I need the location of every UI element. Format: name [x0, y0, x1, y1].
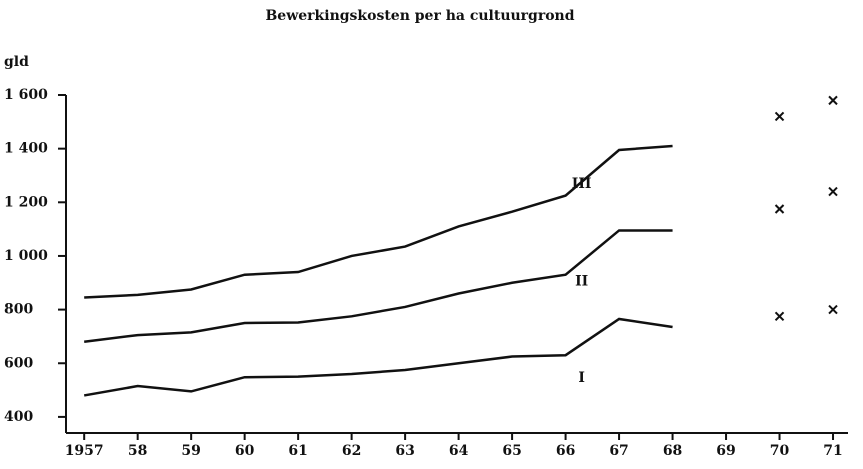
cross-marker — [774, 311, 785, 322]
x-tick-label: 70 — [770, 443, 790, 459]
y-tick-label: 1 400 — [4, 141, 48, 157]
cross-marker — [828, 186, 838, 197]
cross-marker — [828, 95, 838, 106]
x-tick-label: 61 — [288, 443, 307, 459]
x-tick-label: 66 — [556, 443, 575, 459]
y-tick-label: 800 — [4, 302, 33, 318]
y-tick-label: 600 — [4, 355, 33, 371]
cross-stroke — [774, 111, 785, 122]
x-tick-label: 63 — [395, 443, 414, 459]
x-tick-label: 1957 — [65, 443, 104, 459]
cross-marker — [828, 304, 838, 315]
x-tick-label: 62 — [342, 443, 361, 459]
series-line — [84, 229, 673, 344]
cross-stroke — [828, 95, 838, 106]
cross-stroke — [774, 204, 785, 214]
x-tick-label: 59 — [181, 443, 200, 459]
chart-title: Bewerkingskosten per ha cultuurgrond — [265, 8, 574, 24]
cross-stroke — [828, 186, 838, 197]
series-line — [83, 317, 673, 397]
y-tick-label: 1 000 — [4, 248, 48, 264]
x-tick-label: 67 — [609, 443, 628, 459]
series-label: I — [578, 370, 585, 386]
x-tick-label: 65 — [502, 443, 521, 459]
cross-stroke — [828, 304, 838, 315]
cross-marker — [774, 204, 785, 214]
x-tick-label: 60 — [235, 443, 255, 459]
y-tick-label: 400 — [4, 409, 33, 425]
x-tick-label: 71 — [823, 443, 842, 459]
y-tick-label: 1 200 — [4, 194, 48, 210]
series-label: III — [572, 176, 592, 192]
y-tick-label: 1 600 — [4, 87, 48, 103]
cross-marker — [774, 111, 785, 122]
y-axis-label: gld — [4, 54, 29, 70]
x-tick-label: 64 — [449, 443, 469, 459]
series-label: II — [575, 273, 588, 289]
x-tick-label: 69 — [716, 443, 735, 459]
x-tick-label: 58 — [128, 443, 147, 459]
cross-stroke — [774, 311, 785, 322]
x-tick-label: 68 — [663, 443, 682, 459]
series-line — [84, 144, 673, 299]
